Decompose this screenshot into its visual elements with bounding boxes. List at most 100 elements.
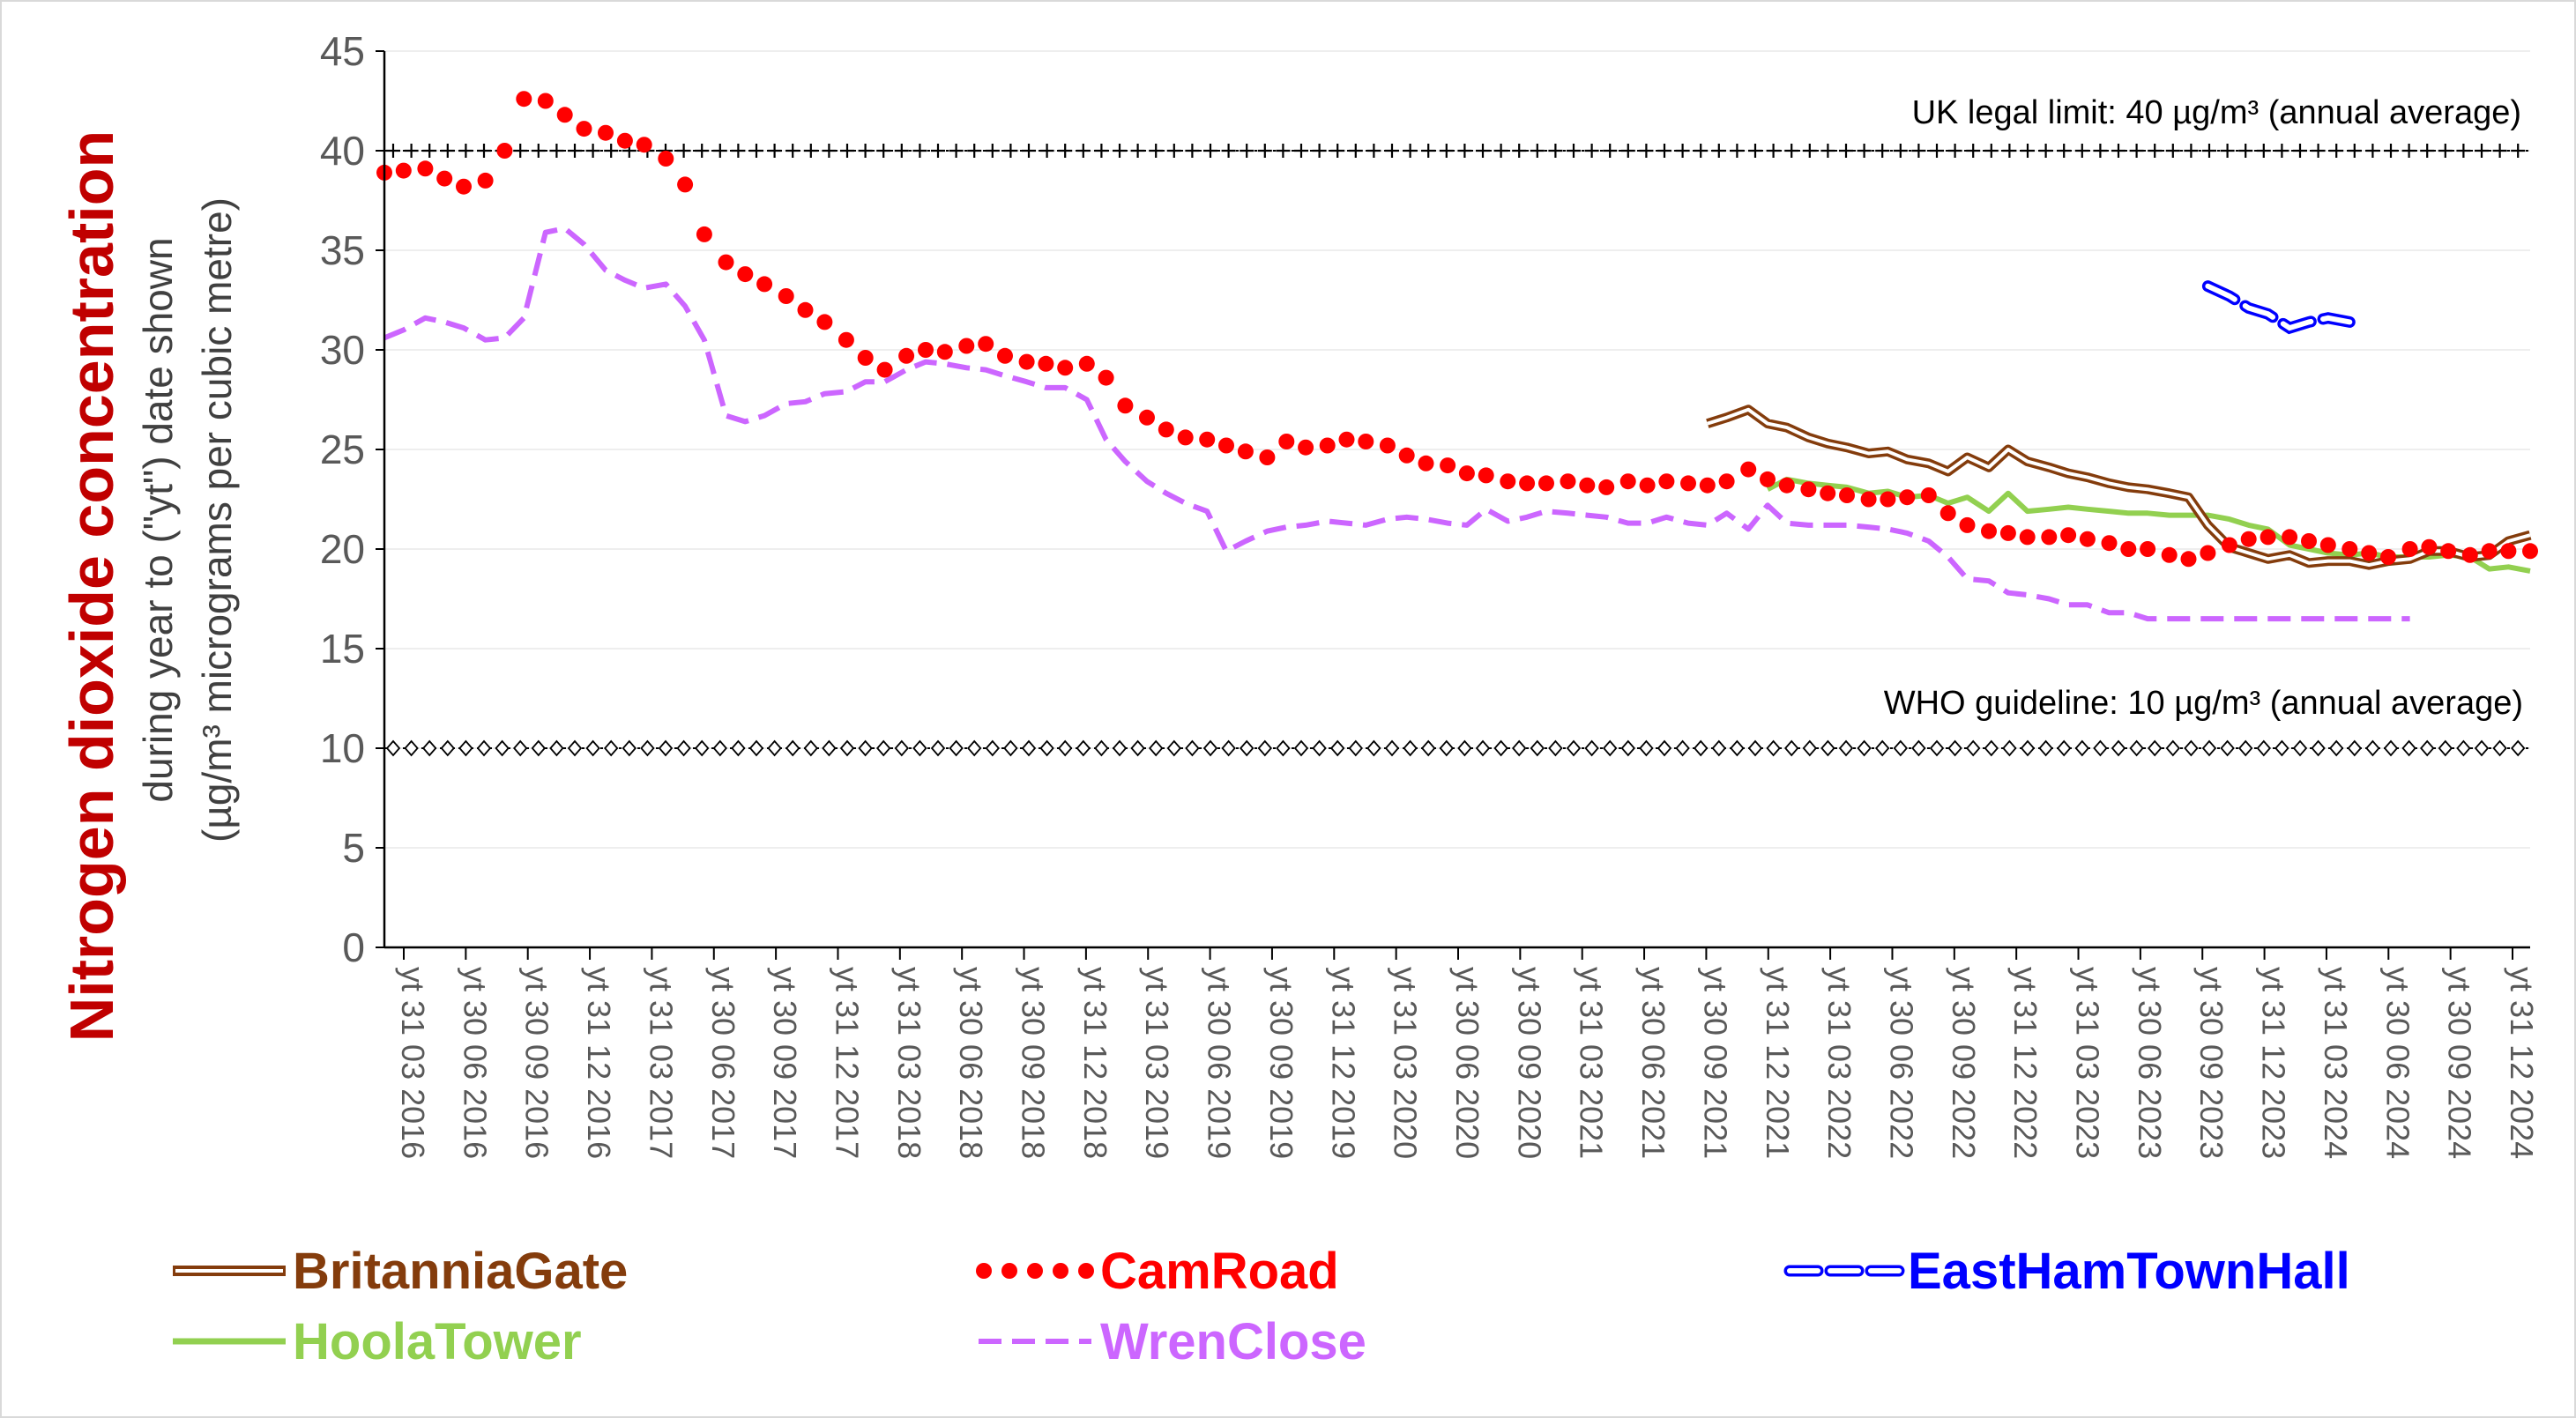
- camroad-point: [2019, 529, 2036, 546]
- plus-marker: [1257, 144, 1272, 158]
- diamond-marker: [404, 739, 419, 757]
- camroad-point: [2440, 543, 2457, 560]
- x-tick-label: yt 31 12 2019: [1325, 967, 1361, 1159]
- plus-marker: [1439, 144, 1454, 158]
- diamond-marker: [1747, 739, 1763, 757]
- plus-marker: [2511, 144, 2526, 158]
- plus-marker: [1094, 144, 1109, 158]
- diamond-marker: [1838, 739, 1854, 757]
- plus-marker: [712, 144, 727, 158]
- camroad-point: [1880, 491, 1896, 508]
- plus-marker: [2093, 144, 2108, 158]
- plus-marker: [1076, 144, 1091, 158]
- diamond-marker: [1875, 739, 1890, 757]
- legend: BritanniaGate CamRoad EastHamTownHall Hoola…: [173, 1243, 2350, 1370]
- diamond-marker: [2238, 739, 2253, 757]
- camroad-point: [1800, 481, 1817, 498]
- plus-marker: [894, 144, 909, 158]
- diamond-marker: [604, 739, 619, 757]
- plus-marker: [858, 144, 873, 158]
- camroad-point: [1098, 369, 1114, 386]
- diamond-marker: [2329, 739, 2344, 757]
- x-tick-label: yt 30 09 2017: [767, 967, 803, 1159]
- plus-marker: [1730, 144, 1745, 158]
- plus-marker: [1493, 144, 1508, 158]
- diamond-marker: [1094, 739, 1109, 757]
- diamond-marker: [2074, 739, 2089, 757]
- diamond-marker: [695, 739, 710, 757]
- plus-marker: [2002, 144, 2017, 158]
- camroad-point: [556, 107, 573, 123]
- plus-marker: [1947, 144, 1962, 158]
- camroad-point: [936, 344, 953, 360]
- diamond-marker: [1130, 739, 1145, 757]
- diamond-marker: [1530, 739, 1545, 757]
- camroad-point: [2500, 543, 2517, 560]
- camroad-point: [1538, 475, 1554, 492]
- plus-marker: [2111, 144, 2126, 158]
- plus-marker: [2202, 144, 2216, 158]
- camroad-point: [1478, 467, 1494, 484]
- diamond-marker: [2148, 739, 2163, 757]
- who-guideline-label: WHO guideline: 10 µg/m³ (annual average): [1884, 685, 2523, 722]
- plus-marker: [2184, 144, 2199, 158]
- camroad-point: [2260, 529, 2276, 546]
- camroad-point: [2522, 543, 2538, 560]
- diamond-marker: [803, 739, 818, 757]
- camroad-point: [756, 276, 773, 293]
- uk-limit-label: UK legal limit: 40 µg/m³ (annual average…: [1912, 94, 2521, 131]
- camroad-point: [2140, 541, 2156, 557]
- plus-marker: [1567, 144, 1581, 158]
- camroad-point: [876, 361, 893, 378]
- diamond-marker: [2420, 739, 2435, 757]
- plus-marker: [1984, 144, 1999, 158]
- diamond-marker: [2020, 739, 2036, 757]
- plus-marker: [2384, 144, 2398, 158]
- diamond-marker: [1584, 739, 1599, 757]
- x-tick-label: yt 31 03 2016: [395, 967, 431, 1159]
- legend-label-easthamtownhall: EastHamTownHall: [1908, 1243, 2350, 1300]
- camroad-point: [1078, 355, 1095, 372]
- legend-item-britanniagate: BritanniaGate: [173, 1243, 628, 1300]
- diamond-marker: [1548, 739, 1563, 757]
- plus-marker: [1766, 144, 1781, 158]
- diamond-marker: [2311, 739, 2326, 757]
- diamond-marker: [1293, 739, 1309, 757]
- camroad-point: [1999, 524, 2016, 541]
- camroad-point: [1139, 409, 1155, 426]
- plus-marker: [1294, 144, 1308, 158]
- diamond-marker: [1149, 739, 1164, 757]
- diamond-marker: [912, 739, 927, 757]
- plus-marker: [1058, 144, 1073, 158]
- camroad-point: [1458, 465, 1475, 482]
- diamond-marker: [2274, 739, 2289, 757]
- plus-marker: [458, 144, 473, 158]
- diamond-marker: [2057, 739, 2072, 757]
- diamond-marker: [767, 739, 782, 757]
- camroad-point: [417, 160, 434, 177]
- diamond-marker: [858, 739, 873, 757]
- diamond-marker: [748, 739, 764, 757]
- plus-marker: [1240, 144, 1254, 158]
- diamond-marker: [1403, 739, 1418, 757]
- camroad-point: [2221, 537, 2237, 553]
- diamond-marker: [1603, 739, 1618, 757]
- plus-marker: [2311, 144, 2326, 158]
- diamond-marker: [949, 739, 964, 757]
- diamond-marker: [458, 739, 473, 757]
- camroad-point: [1338, 431, 1355, 448]
- legend-swatch-dot: [1001, 1263, 1017, 1279]
- plus-marker: [1675, 144, 1690, 158]
- plus-marker: [2492, 144, 2507, 158]
- x-tick-label: yt 31 03 2021: [1574, 967, 1610, 1159]
- plus-marker: [2347, 144, 2362, 158]
- y-tick-label-30: 30: [320, 327, 365, 373]
- legend-label-camroad: CamRoad: [1100, 1243, 1339, 1300]
- plus-marker: [1548, 144, 1563, 158]
- diamond-marker: [1112, 739, 1128, 757]
- x-tick-label: yt 31 12 2024: [2504, 967, 2540, 1159]
- camroad-point: [1658, 473, 1675, 490]
- diamond-marker: [839, 739, 855, 757]
- camroad-point: [718, 254, 734, 271]
